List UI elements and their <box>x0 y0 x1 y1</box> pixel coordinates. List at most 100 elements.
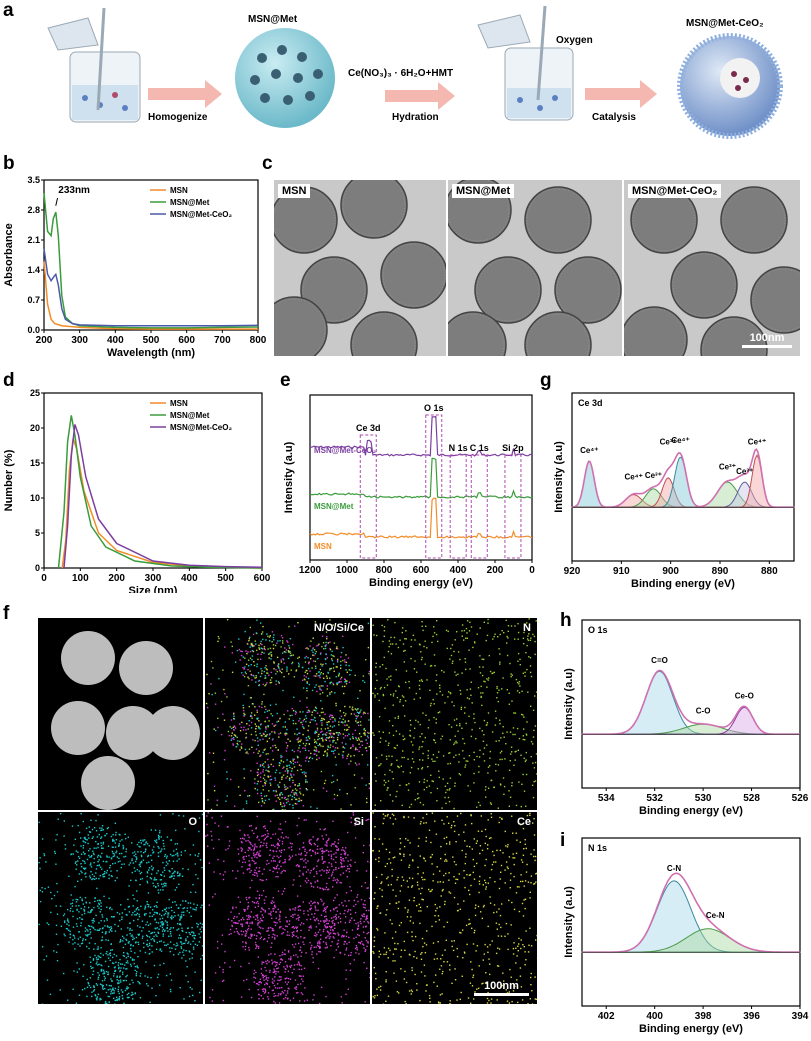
map-dot <box>373 734 375 736</box>
map-dot <box>272 745 274 747</box>
map-dot <box>333 869 335 871</box>
map-dot <box>267 930 269 932</box>
map-dot <box>160 940 162 942</box>
panel-label-d: d <box>3 370 15 391</box>
map-dot <box>412 922 414 924</box>
map-dot <box>106 951 108 953</box>
map-dot <box>321 835 323 837</box>
map-dot <box>117 964 119 966</box>
map-dot <box>258 926 261 928</box>
map-dot <box>258 897 261 899</box>
map-dot <box>326 657 328 659</box>
map-dot <box>169 947 171 949</box>
map-dot <box>149 915 151 918</box>
map-dot <box>340 660 342 663</box>
map-dot <box>74 862 77 864</box>
map-dot <box>332 741 334 743</box>
map-dot <box>326 882 328 885</box>
map-dot <box>305 952 307 954</box>
map-dot <box>275 683 277 686</box>
map-dot <box>144 906 147 909</box>
haadf-sphere <box>106 706 160 760</box>
map-dot <box>145 923 147 926</box>
map-dot <box>211 817 213 819</box>
map-dot <box>254 918 257 921</box>
map-dot <box>333 916 335 918</box>
map-dot <box>131 979 133 981</box>
map-dot <box>266 940 269 943</box>
map-dot <box>251 829 253 832</box>
map-dot <box>106 917 108 920</box>
map-dot <box>286 966 288 968</box>
map-dot <box>146 901 148 903</box>
map-dot <box>450 726 453 728</box>
map-dot <box>176 929 178 931</box>
panel-label-f: f <box>3 603 10 624</box>
map-dot <box>305 775 307 778</box>
map-dot <box>324 647 327 650</box>
map-dot <box>96 929 98 931</box>
map-dot <box>138 909 140 911</box>
map-dot <box>412 744 414 746</box>
map-dot <box>453 719 456 721</box>
map-dot <box>345 947 348 949</box>
map-dot <box>132 993 134 995</box>
map-dot <box>413 900 415 902</box>
map-dot <box>344 922 347 924</box>
map-dot <box>69 936 71 939</box>
map-dot <box>421 952 423 954</box>
map-dot <box>366 819 369 821</box>
map-dot <box>528 618 530 620</box>
map-dot <box>378 950 380 952</box>
map-dot <box>304 937 306 939</box>
map-dot <box>256 815 258 818</box>
map-dot <box>367 731 369 734</box>
map-dot <box>251 922 253 925</box>
map-dot <box>519 975 522 977</box>
map-dot <box>250 643 252 645</box>
map-dot <box>131 871 133 874</box>
map-dot <box>176 886 178 889</box>
map-dot <box>256 774 259 777</box>
map-dot <box>295 865 298 867</box>
map-dot <box>366 932 368 935</box>
map-dot <box>305 742 308 745</box>
map-dot <box>402 738 405 741</box>
map-dot <box>340 853 342 856</box>
map-dot <box>190 931 193 933</box>
map-dot <box>307 657 309 659</box>
map-dot <box>157 852 160 854</box>
map-dot <box>269 635 271 637</box>
legend-label-0: MSN <box>170 186 188 195</box>
map-dot <box>357 721 359 723</box>
map-dot <box>194 1000 196 1002</box>
map-dot <box>326 724 328 726</box>
map-dot <box>304 661 307 663</box>
map-dot <box>268 908 270 910</box>
map-dot <box>271 723 274 725</box>
map-dot <box>330 714 333 717</box>
map-dot <box>277 797 279 799</box>
map-dot <box>333 725 335 727</box>
map-dot <box>245 800 248 802</box>
map-dot <box>326 842 328 844</box>
map-dot <box>285 732 287 734</box>
map-dot <box>121 912 123 914</box>
map-dot <box>125 850 127 853</box>
map-dot <box>320 745 322 747</box>
map-dot <box>325 663 327 665</box>
map-dot <box>155 921 158 924</box>
map-dot <box>275 703 277 706</box>
map-dot <box>342 751 344 753</box>
panel-label-c: c <box>262 153 273 174</box>
map-dot <box>279 798 281 800</box>
map-dot <box>263 766 265 768</box>
map-dot <box>449 777 452 779</box>
map-dot <box>304 657 306 659</box>
map-dot <box>134 965 137 968</box>
map-dot <box>147 935 149 938</box>
map-dot <box>502 726 504 728</box>
map-dot <box>463 831 465 833</box>
map-dot <box>496 999 498 1001</box>
map-dot <box>316 845 319 847</box>
